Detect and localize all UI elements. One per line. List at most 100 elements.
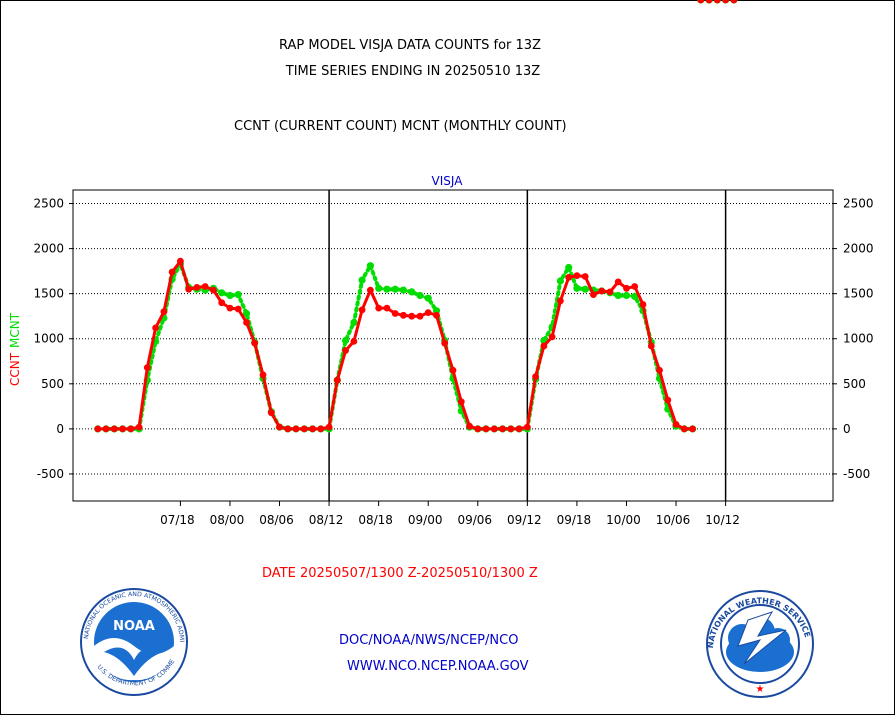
data-point-mcnt xyxy=(565,263,573,272)
data-point-ccnt xyxy=(292,425,300,433)
x-tick-label: 09/06 xyxy=(457,513,492,527)
data-point-mcnt xyxy=(242,309,251,318)
chart-subtitle: CCNT (CURRENT COUNT) MCNT (MONTHLY COUNT… xyxy=(234,119,567,134)
data-point-ccnt xyxy=(300,425,308,433)
nws-logo: NATIONAL WEATHER SERVICE ★ xyxy=(706,590,814,698)
data-point-mcnt xyxy=(350,318,358,327)
x-tick-label: 08/12 xyxy=(309,513,344,527)
data-point-ccnt xyxy=(482,425,490,433)
data-point-mcnt xyxy=(631,292,639,300)
data-point-ccnt xyxy=(168,268,176,276)
data-point-ccnt xyxy=(639,301,647,308)
data-point-ccnt xyxy=(234,305,242,313)
data-point-ccnt xyxy=(507,425,515,433)
data-point-ccnt xyxy=(193,284,201,291)
y-tick-label-left: 2000 xyxy=(33,242,64,256)
data-point-mcnt xyxy=(375,284,383,292)
x-tick-label: 09/18 xyxy=(557,513,592,527)
x-tick-label: 09/12 xyxy=(507,513,542,527)
data-point-ccnt xyxy=(375,304,383,312)
y-tick-label-right: -500 xyxy=(843,467,870,481)
y-tick-label-right: 1000 xyxy=(843,332,874,346)
data-point-mcnt xyxy=(573,284,581,292)
data-point-ccnt xyxy=(267,409,275,417)
data-point-mcnt xyxy=(383,285,391,293)
data-point-mcnt xyxy=(366,262,374,270)
data-point-ccnt xyxy=(259,371,267,379)
data-point-mcnt xyxy=(581,285,589,293)
data-point-ccnt xyxy=(689,425,696,433)
data-point-ccnt xyxy=(647,342,655,350)
data-point-ccnt xyxy=(201,283,209,290)
data-point-ccnt xyxy=(656,366,663,374)
data-point-ccnt xyxy=(697,0,705,4)
ylabel-mcnt: MCNT xyxy=(8,312,22,348)
noaa-ring-bottom-text: U.S. DEPARTMENT OF COMMERCE xyxy=(0,0,176,687)
data-point-ccnt xyxy=(119,425,126,433)
data-point-ccnt xyxy=(110,425,118,433)
data-point-ccnt xyxy=(317,425,325,433)
data-point-ccnt xyxy=(474,425,482,433)
data-point-mcnt xyxy=(614,291,622,300)
x-tick-label: 10/12 xyxy=(705,513,740,527)
data-point-ccnt xyxy=(722,0,729,4)
data-point-ccnt xyxy=(548,333,556,341)
data-point-ccnt xyxy=(490,425,498,433)
data-point-ccnt xyxy=(218,299,226,307)
ylabel-ccnt: CCNT xyxy=(8,352,22,386)
data-point-ccnt xyxy=(565,274,573,281)
data-point-ccnt xyxy=(664,396,672,404)
data-point-ccnt xyxy=(160,308,168,316)
data-point-ccnt xyxy=(251,339,259,347)
data-point-ccnt xyxy=(309,425,316,433)
data-point-ccnt xyxy=(94,425,102,433)
data-point-ccnt xyxy=(540,342,548,350)
data-point-ccnt xyxy=(350,338,358,345)
y-tick-label-right: 0 xyxy=(843,422,851,436)
data-point-mcnt xyxy=(358,276,366,284)
data-point-mcnt xyxy=(424,294,432,302)
data-point-ccnt xyxy=(614,278,622,286)
data-point-ccnt xyxy=(581,273,589,280)
noaa-logo: NOAA NATIONAL OCEANIC AND ATMOSPHERIC AD… xyxy=(0,0,188,696)
data-point-ccnt xyxy=(598,287,606,295)
grid-layer xyxy=(73,190,833,501)
star-icon: ★ xyxy=(756,684,765,695)
data-point-ccnt xyxy=(499,425,506,433)
chart-title-line1: RAP MODEL VISJA DATA COUNTS for 13Z xyxy=(279,38,541,53)
data-point-ccnt xyxy=(243,319,250,326)
data-point-mcnt xyxy=(556,277,565,285)
data-point-ccnt xyxy=(102,425,110,433)
data-point-ccnt xyxy=(143,364,151,371)
x-tick-label: 08/18 xyxy=(358,513,393,527)
y-tick-label-right: 500 xyxy=(843,377,866,391)
x-tick-label: 10/06 xyxy=(656,513,691,527)
plot-area-frame xyxy=(72,189,834,502)
x-tick-label: 10/00 xyxy=(606,513,641,527)
x-tick-label: 08/06 xyxy=(259,513,294,527)
data-point-ccnt xyxy=(333,376,341,384)
data-point-mcnt xyxy=(342,336,350,345)
data-point-ccnt xyxy=(441,339,449,347)
data-point-ccnt xyxy=(557,297,564,305)
noaa-ring-text: NATIONAL OCEANIC AND ATMOSPHERIC ADMINIS… xyxy=(0,0,185,642)
data-point-ccnt xyxy=(705,0,713,4)
data-point-ccnt xyxy=(631,283,639,290)
data-point-ccnt xyxy=(590,291,597,298)
data-point-ccnt xyxy=(391,310,399,317)
data-point-mcnt xyxy=(234,291,242,299)
data-point-ccnt xyxy=(210,286,217,294)
data-point-ccnt xyxy=(730,0,738,4)
data-point-ccnt xyxy=(416,312,424,320)
data-point-ccnt xyxy=(177,257,184,265)
axes-layer: -500 -500 0 0 500 500 1000 1000 1500 1500 2000 2000… xyxy=(33,189,874,527)
data-point-ccnt xyxy=(284,425,292,433)
data-point-mcnt xyxy=(622,291,631,300)
data-point-ccnt xyxy=(449,366,457,374)
data-point-ccnt xyxy=(424,309,432,316)
data-point-ccnt xyxy=(367,286,374,294)
y-tick-label-left: 500 xyxy=(41,377,64,391)
data-point-ccnt xyxy=(185,285,193,293)
chart-title-line2: TIME SERIES ENDING IN 20250510 13Z xyxy=(285,64,541,79)
